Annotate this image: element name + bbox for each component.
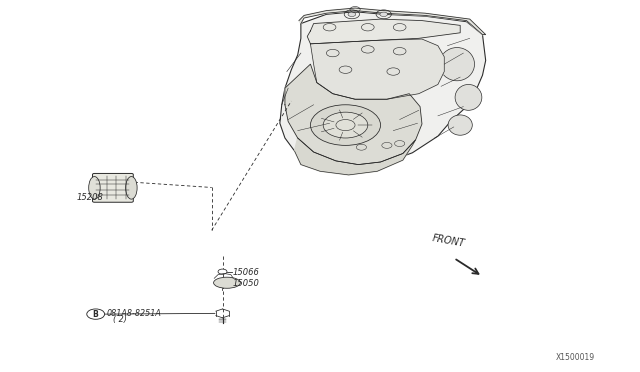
- Text: ( 2): ( 2): [113, 315, 127, 324]
- Circle shape: [323, 112, 368, 138]
- Text: 081A8-8251A: 081A8-8251A: [106, 309, 161, 318]
- Circle shape: [348, 12, 356, 16]
- Text: FRONT: FRONT: [431, 233, 466, 249]
- Polygon shape: [299, 8, 486, 35]
- Polygon shape: [307, 19, 460, 44]
- Polygon shape: [310, 39, 444, 99]
- Circle shape: [87, 309, 104, 319]
- Circle shape: [380, 12, 388, 16]
- Polygon shape: [294, 138, 415, 175]
- Text: X1500019: X1500019: [556, 353, 595, 362]
- Text: 15066: 15066: [233, 268, 260, 278]
- Text: 15208: 15208: [77, 193, 104, 202]
- Polygon shape: [280, 12, 486, 169]
- Ellipse shape: [448, 115, 472, 135]
- Polygon shape: [285, 64, 422, 164]
- Ellipse shape: [125, 177, 137, 199]
- Circle shape: [218, 269, 227, 274]
- Ellipse shape: [455, 84, 482, 110]
- Text: B: B: [92, 311, 98, 320]
- Circle shape: [310, 105, 381, 145]
- Ellipse shape: [89, 177, 100, 199]
- Ellipse shape: [214, 277, 241, 288]
- FancyBboxPatch shape: [93, 173, 133, 202]
- Text: 15050: 15050: [233, 279, 260, 288]
- Ellipse shape: [440, 48, 474, 81]
